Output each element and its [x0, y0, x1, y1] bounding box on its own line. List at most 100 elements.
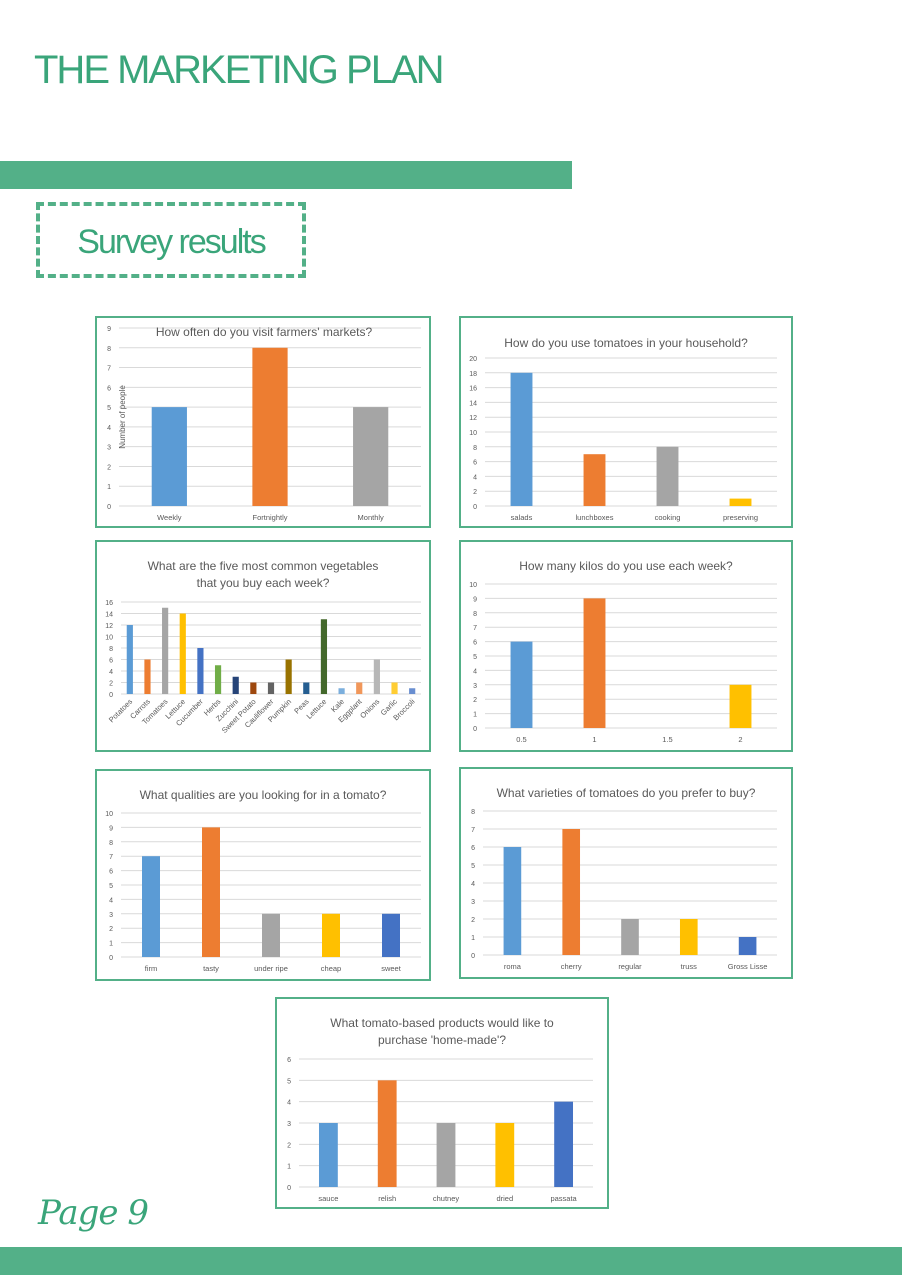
- y-tick-label: 14: [469, 400, 477, 407]
- x-tick-label: passata: [550, 1194, 577, 1203]
- y-tick-label: 8: [473, 445, 477, 452]
- x-tick-label: lunchboxes: [576, 513, 614, 522]
- y-tick-label: 12: [469, 415, 477, 422]
- chart-svg: 0 1 2 3 4 5 6 7 8 9 10 How many kilos do you use ea…: [469, 559, 777, 744]
- bar: [179, 613, 186, 694]
- header-band: [0, 161, 572, 189]
- y-tick-label: 3: [107, 445, 111, 452]
- x-tick-label: cherry: [561, 962, 582, 971]
- y-tick-label: 2: [471, 917, 475, 924]
- y-tick-label: 4: [471, 881, 475, 888]
- bar: [214, 665, 222, 694]
- bar: [151, 407, 187, 506]
- y-tick-label: 8: [109, 840, 113, 847]
- y-tick-label: 10: [469, 582, 477, 589]
- bar: [495, 1123, 515, 1187]
- y-tick-label: 10: [469, 430, 477, 437]
- page-title: THE MARKETING PLAN: [34, 48, 445, 92]
- chart-title: What are the five most common vegetables: [148, 559, 379, 573]
- bar: [356, 682, 363, 694]
- chart-title: How often do you visit farmers' markets?: [156, 325, 373, 339]
- y-tick-label: 1: [473, 712, 477, 719]
- bar: [142, 856, 160, 957]
- x-tick-label: cheap: [321, 964, 341, 973]
- bar: [338, 688, 345, 694]
- y-tick-label: 3: [109, 912, 113, 919]
- bar: [503, 847, 522, 955]
- x-tick-label: cooking: [655, 513, 681, 522]
- y-tick-label: 0: [107, 504, 111, 511]
- y-tick-label: 14: [105, 612, 113, 619]
- x-tick-label: salads: [511, 513, 533, 522]
- chart-svg: 0 1 2 3 4 5 6 7 8 What varieties of tomatoes do y…: [471, 786, 777, 971]
- x-tick-label: roma: [504, 962, 522, 971]
- y-tick-label: 2: [109, 681, 113, 688]
- y-tick-label: 8: [107, 346, 111, 353]
- section-title: Survey results: [77, 223, 266, 261]
- footer-band: [0, 1247, 902, 1275]
- x-tick-label: under ripe: [254, 964, 288, 973]
- chart-title: purchase 'home-made'?: [378, 1033, 506, 1047]
- y-tick-label: 6: [471, 845, 475, 852]
- bar: [382, 913, 400, 957]
- x-tick-label: Onions: [358, 697, 381, 720]
- bar: [738, 937, 757, 955]
- y-tick-label: 18: [469, 371, 477, 378]
- x-tick-label: Gross Lisse: [728, 962, 768, 971]
- y-tick-label: 12: [105, 623, 113, 630]
- x-tick-label: firm: [145, 964, 158, 973]
- x-tick-label: relish: [378, 1194, 396, 1203]
- chart-home-made-products: 0 1 2 3 4 5 6 What tomato-based products would …: [275, 997, 609, 1209]
- y-tick-label: 9: [109, 825, 113, 832]
- x-tick-label: dried: [496, 1194, 513, 1203]
- bar: [377, 1080, 397, 1187]
- y-tick-label: 4: [473, 474, 477, 481]
- bar: [320, 619, 328, 694]
- y-tick-label: 5: [471, 863, 475, 870]
- y-tick-label: 5: [107, 405, 111, 412]
- bar: [679, 919, 698, 955]
- y-tick-label: 7: [109, 854, 113, 861]
- y-tick-label: 4: [473, 668, 477, 675]
- y-tick-label: 5: [287, 1078, 291, 1085]
- bar: [656, 446, 679, 506]
- bar: [202, 827, 220, 957]
- y-tick-label: 7: [107, 366, 111, 373]
- y-tick-label: 8: [471, 809, 475, 816]
- y-tick-label: 0: [109, 955, 113, 962]
- y-tick-label: 9: [107, 326, 111, 333]
- x-tick-label: 0.5: [516, 735, 526, 744]
- x-tick-label: regular: [618, 962, 642, 971]
- bar: [303, 682, 310, 694]
- bar: [353, 407, 389, 506]
- y-tick-label: 1: [287, 1164, 291, 1171]
- chart-svg: 0 2 4 6 8 10 12 14 16 What are the five most comm…: [105, 559, 421, 735]
- y-tick-label: 1: [471, 935, 475, 942]
- y-tick-label: 3: [287, 1121, 291, 1128]
- chart-title: How do you use tomatoes in your househol…: [504, 336, 748, 350]
- chart-tomato-varieties: 0 1 2 3 4 5 6 7 8 What varieties of tomatoes do y…: [459, 767, 793, 979]
- y-tick-label: 20: [469, 356, 477, 363]
- y-tick-label: 4: [109, 669, 113, 676]
- chart-kilos-per-week: 0 1 2 3 4 5 6 7 8 9 10 How many kilos do you use ea…: [459, 540, 793, 752]
- x-tick-label: Fortnightly: [252, 513, 287, 522]
- x-tick-label: tasty: [203, 964, 219, 973]
- y-tick-label: 1: [107, 484, 111, 491]
- bar: [267, 682, 275, 694]
- y-tick-label: 6: [107, 385, 111, 392]
- y-tick-label: 8: [109, 646, 113, 653]
- y-tick-label: 0: [473, 726, 477, 733]
- y-tick-label: 16: [469, 386, 477, 393]
- y-tick-label: 6: [109, 658, 113, 665]
- y-tick-label: 6: [287, 1057, 291, 1064]
- bar: [144, 659, 151, 694]
- y-tick-label: 10: [105, 635, 113, 642]
- bar: [436, 1123, 456, 1187]
- x-tick-label: 1: [592, 735, 596, 744]
- y-tick-label: 4: [107, 425, 111, 432]
- chart-title: What varieties of tomatoes do you prefer…: [497, 786, 756, 800]
- chart-title: How many kilos do you use each week?: [519, 559, 733, 573]
- y-tick-label: 2: [473, 489, 477, 496]
- x-tick-label: 1.5: [662, 735, 672, 744]
- y-tick-label: 0: [287, 1185, 291, 1192]
